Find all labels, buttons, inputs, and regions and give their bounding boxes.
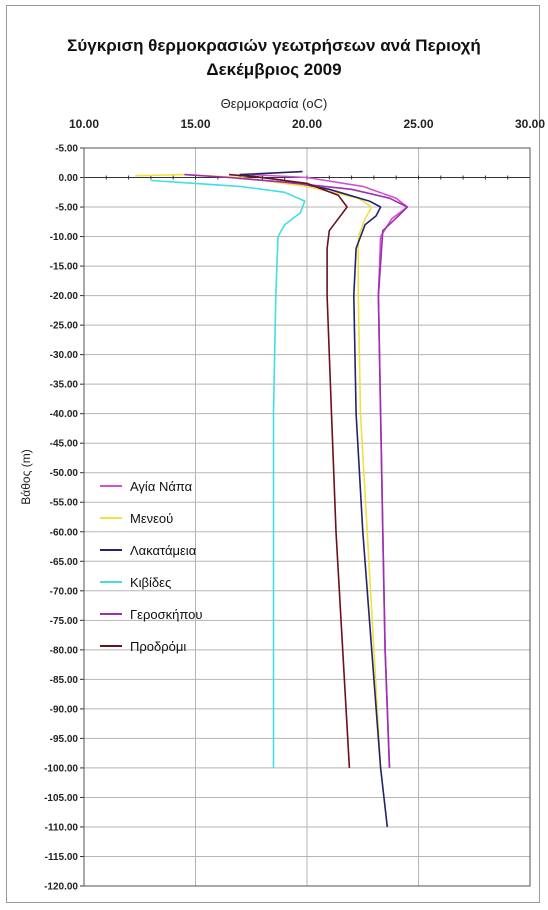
legend-item: Γεροσκήπου <box>100 598 260 630</box>
series-line <box>135 173 382 768</box>
y-tick-label: -50.00 <box>50 468 79 479</box>
y-tick-label: -60.00 <box>50 527 79 538</box>
y-tick-label: -25.00 <box>50 321 79 332</box>
y-tick-label: -80.00 <box>50 645 79 656</box>
legend: Αγία Νάπα Μενεού Λακατάμεια Κιβίδες Γεροσκήπ… <box>100 470 260 662</box>
y-tick-label: -85.00 <box>50 675 79 686</box>
legend-swatch <box>100 549 122 551</box>
y-tick-label: -55.00 <box>50 498 79 509</box>
y-tick-label: -115.00 <box>45 852 79 863</box>
y-tick-label: -120.00 <box>44 882 78 893</box>
y-tick-label: -10.00 <box>50 232 79 243</box>
legend-swatch <box>100 645 122 647</box>
x-tick-label: 30.00 <box>515 117 545 131</box>
legend-label: Λακατάμεια <box>130 542 197 558</box>
chart-title: Σύγκριση θερμοκρασιών γεωτρήσεων ανά Περ… <box>67 36 481 55</box>
y-tick-label: -105.00 <box>44 793 78 804</box>
legend-swatch <box>100 517 122 519</box>
x-tick-label: 10.00 <box>69 117 99 131</box>
y-tick-label: -5.00 <box>55 203 78 214</box>
y-tick-label: -75.00 <box>50 616 79 627</box>
y-tick-label: -90.00 <box>50 704 79 715</box>
x-axis-label: Θερμοκρασία (oC) <box>220 96 328 111</box>
y-tick-label: -30.00 <box>50 350 79 361</box>
series-line <box>184 173 409 768</box>
y-tick-label: -95.00 <box>50 734 79 745</box>
x-tick-label: 15.00 <box>180 117 210 131</box>
legend-item: Αγία Νάπα <box>100 470 260 502</box>
x-tick-label: 20.00 <box>292 117 322 131</box>
legend-swatch <box>100 613 122 615</box>
y-tick-label: -65.00 <box>50 557 79 568</box>
series-line <box>150 179 306 768</box>
x-tick-label: 25.00 <box>403 117 433 131</box>
y-tick-label: -40.00 <box>50 409 79 420</box>
y-tick-label: -100.00 <box>44 763 78 774</box>
legend-item: Λακατάμεια <box>100 534 260 566</box>
legend-item: Προδρόμι <box>100 630 260 662</box>
y-tick-label: -5.00 <box>55 144 78 155</box>
legend-label: Γεροσκήπου <box>130 606 203 622</box>
y-tick-label: -110.00 <box>45 822 79 833</box>
plot-area <box>83 147 531 887</box>
legend-label: Μενεού <box>130 510 174 526</box>
legend-swatch <box>100 485 122 487</box>
y-tick-label: -15.00 <box>50 262 79 273</box>
y-tick-label: 0.00 <box>59 173 79 184</box>
y-axis-label: Βάθος (m) <box>19 449 33 504</box>
y-tick-label: -70.00 <box>50 586 79 597</box>
legend-item: Μενεού <box>100 502 260 534</box>
legend-swatch <box>100 581 122 583</box>
series-line <box>228 173 351 768</box>
chart-subtitle: Δεκέμβριος 2009 <box>206 60 342 79</box>
legend-label: Αγία Νάπα <box>130 478 193 494</box>
y-tick-label: -35.00 <box>50 380 79 391</box>
legend-label: Προδρόμι <box>130 638 187 654</box>
y-tick-label: -45.00 <box>50 439 79 450</box>
legend-label: Κιβίδες <box>130 574 172 590</box>
legend-item: Κιβίδες <box>100 566 260 598</box>
y-tick-label: -20.00 <box>50 291 79 302</box>
